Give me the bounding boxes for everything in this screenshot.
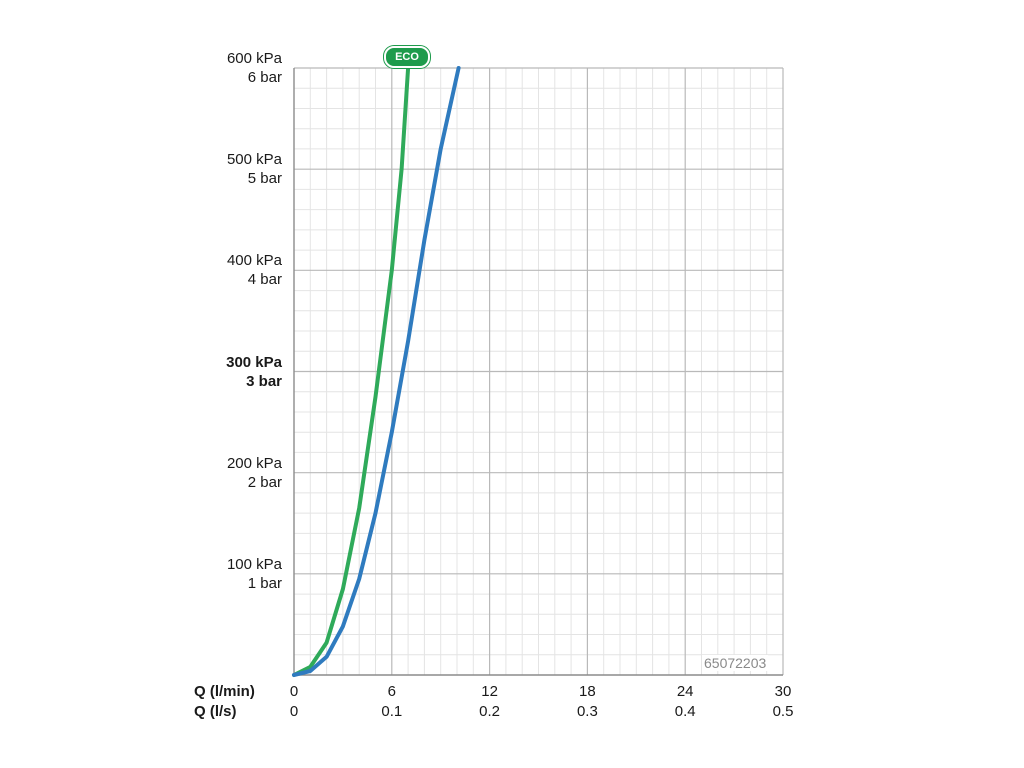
y-tick-bar: 3 bar bbox=[246, 372, 282, 390]
y-tick-bar: 6 bar bbox=[247, 69, 282, 86]
y-tick-kpa: 500 kPa bbox=[226, 151, 282, 169]
x-tick-lmin: 0 bbox=[289, 683, 299, 700]
y-tick-kpa: 400 kPa bbox=[226, 252, 282, 270]
x-tick-ls: 0.4 bbox=[674, 703, 696, 720]
x-tick-lmin: 6 bbox=[387, 683, 396, 700]
y-tick-bar: 1 bar bbox=[247, 574, 282, 592]
y-tick-kpa: 200 kPa bbox=[226, 454, 282, 472]
y-tick-kpa: 600 kPa bbox=[226, 50, 282, 67]
x-tick-ls: 0 bbox=[289, 703, 299, 720]
eco-series-line bbox=[292, 66, 411, 677]
x-tick-lmin: 18 bbox=[579, 683, 596, 700]
y-tick-label: 200 kPa 2 bar bbox=[142, 454, 282, 492]
x-tick-ls: 0.2 bbox=[479, 703, 501, 720]
x-tick-lmin: 24 bbox=[676, 683, 694, 700]
y-tick-bar: 4 bar bbox=[247, 271, 282, 289]
y-tick-bar: 2 bar bbox=[247, 473, 282, 491]
x-axis-title-ls: Q (l/s) bbox=[194, 703, 237, 720]
y-tick-kpa: 300 kPa bbox=[226, 353, 282, 371]
y-tick-label: 500 kPa 5 bar bbox=[142, 150, 282, 188]
y-tick-kpa: 100 kPa bbox=[226, 555, 282, 573]
x-tick-lmin: 30 bbox=[774, 683, 792, 700]
x-tick-lmin: 12 bbox=[481, 683, 498, 700]
y-tick-label: 600 kPa 6 bar bbox=[142, 49, 282, 87]
eco-badge: ECO bbox=[384, 46, 430, 68]
product-code: 65072203 bbox=[702, 655, 769, 671]
x-tick-ls: 0.5 bbox=[772, 703, 794, 720]
x-axis-title-lmin: Q (l/min) bbox=[194, 683, 255, 700]
x-tick-ls: 0.3 bbox=[576, 703, 598, 720]
standard-series-line bbox=[292, 66, 461, 677]
y-tick-bar: 5 bar bbox=[247, 170, 282, 188]
x-tick-ls: 0.1 bbox=[381, 703, 403, 720]
y-tick-label: 100 kPa 1 bar bbox=[142, 555, 282, 593]
y-tick-label: 300 kPa 3 bar bbox=[142, 353, 282, 391]
y-tick-label: 400 kPa 4 bar bbox=[142, 251, 282, 289]
